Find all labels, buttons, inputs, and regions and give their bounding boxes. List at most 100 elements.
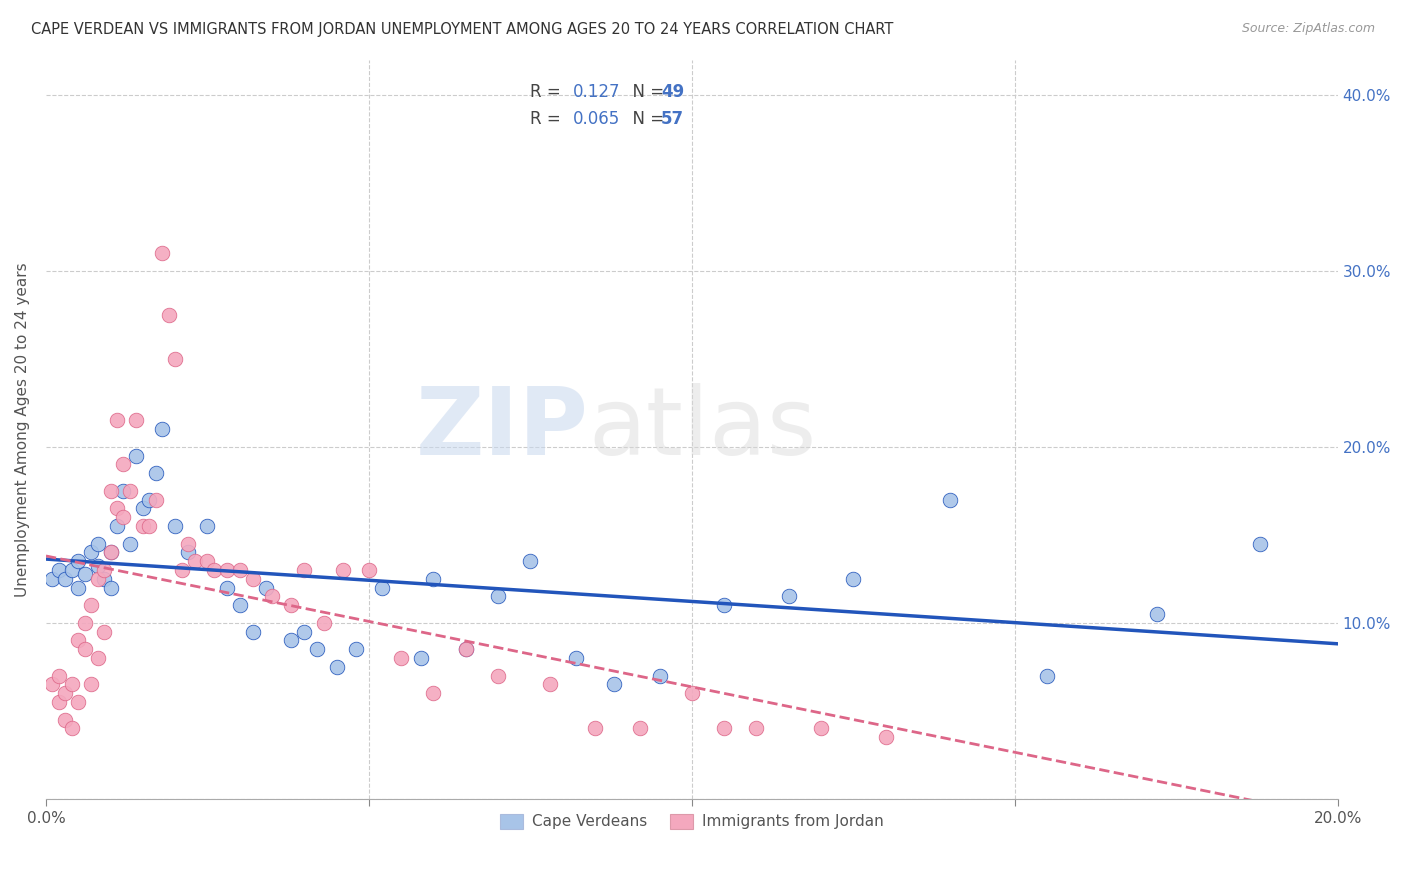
Point xyxy=(73,615,96,630)
Point xyxy=(86,536,108,550)
Point xyxy=(73,566,96,581)
Point xyxy=(202,563,225,577)
Point xyxy=(842,572,865,586)
Point xyxy=(105,501,128,516)
Point xyxy=(60,563,83,577)
Point xyxy=(157,308,180,322)
Point xyxy=(105,519,128,533)
Point xyxy=(1249,536,1271,550)
Point xyxy=(280,633,302,648)
Point xyxy=(332,563,354,577)
Point xyxy=(150,422,173,436)
Point xyxy=(60,722,83,736)
Legend: Cape Verdeans, Immigrants from Jordan: Cape Verdeans, Immigrants from Jordan xyxy=(494,808,890,836)
Point xyxy=(215,563,238,577)
Point xyxy=(80,598,103,612)
Point xyxy=(165,351,187,366)
Point xyxy=(53,686,76,700)
Point xyxy=(280,598,302,612)
Point xyxy=(132,501,155,516)
Point xyxy=(60,677,83,691)
Point xyxy=(422,572,444,586)
Point xyxy=(67,554,90,568)
Text: 49: 49 xyxy=(661,83,685,102)
Point xyxy=(100,545,122,559)
Text: CAPE VERDEAN VS IMMIGRANTS FROM JORDAN UNEMPLOYMENT AMONG AGES 20 TO 24 YEARS CO: CAPE VERDEAN VS IMMIGRANTS FROM JORDAN U… xyxy=(31,22,893,37)
Point xyxy=(80,545,103,559)
Point xyxy=(371,581,394,595)
Point xyxy=(183,554,205,568)
Point xyxy=(538,677,561,691)
Point xyxy=(48,563,70,577)
Text: atlas: atlas xyxy=(589,384,817,475)
Point xyxy=(254,581,277,595)
Point xyxy=(67,695,90,709)
Point xyxy=(519,554,541,568)
Point xyxy=(628,722,651,736)
Point xyxy=(344,642,367,657)
Point xyxy=(648,668,671,682)
Point xyxy=(939,492,962,507)
Text: ZIP: ZIP xyxy=(416,384,589,475)
Point xyxy=(118,536,141,550)
Point xyxy=(875,730,897,744)
Point xyxy=(778,590,800,604)
Point xyxy=(48,668,70,682)
Point xyxy=(145,467,167,481)
Point xyxy=(112,510,135,524)
Point xyxy=(197,554,219,568)
Point xyxy=(67,581,90,595)
Point xyxy=(150,246,173,260)
Point xyxy=(1146,607,1168,621)
Point xyxy=(409,651,432,665)
Point xyxy=(93,624,115,639)
Point xyxy=(312,615,335,630)
Point xyxy=(242,572,264,586)
Point xyxy=(86,651,108,665)
Point xyxy=(292,624,315,639)
Point xyxy=(357,563,380,577)
Text: R =: R = xyxy=(530,83,567,102)
Point xyxy=(486,668,509,682)
Point xyxy=(583,722,606,736)
Point xyxy=(307,642,329,657)
Point xyxy=(603,677,626,691)
Point xyxy=(713,722,735,736)
Point xyxy=(177,545,200,559)
Point xyxy=(165,519,187,533)
Point xyxy=(564,651,586,665)
Point xyxy=(215,581,238,595)
Point xyxy=(228,598,250,612)
Point xyxy=(100,545,122,559)
Point xyxy=(112,458,135,472)
Point xyxy=(486,590,509,604)
Point xyxy=(48,695,70,709)
Point xyxy=(112,483,135,498)
Point xyxy=(1036,668,1059,682)
Text: 57: 57 xyxy=(661,110,683,128)
Point xyxy=(292,563,315,577)
Point xyxy=(125,449,148,463)
Point xyxy=(454,642,477,657)
Point xyxy=(228,563,250,577)
Point xyxy=(745,722,768,736)
Point xyxy=(86,559,108,574)
Point xyxy=(41,677,63,691)
Point xyxy=(53,713,76,727)
Point xyxy=(93,572,115,586)
Point xyxy=(86,572,108,586)
Point xyxy=(100,483,122,498)
Point xyxy=(170,563,193,577)
Point xyxy=(242,624,264,639)
Point xyxy=(41,572,63,586)
Point xyxy=(145,492,167,507)
Point xyxy=(73,642,96,657)
Y-axis label: Unemployment Among Ages 20 to 24 years: Unemployment Among Ages 20 to 24 years xyxy=(15,262,30,597)
Point xyxy=(80,677,103,691)
Point xyxy=(389,651,412,665)
Point xyxy=(713,598,735,612)
Point xyxy=(325,660,347,674)
Text: N =: N = xyxy=(621,110,669,128)
Point xyxy=(100,581,122,595)
Point xyxy=(67,633,90,648)
